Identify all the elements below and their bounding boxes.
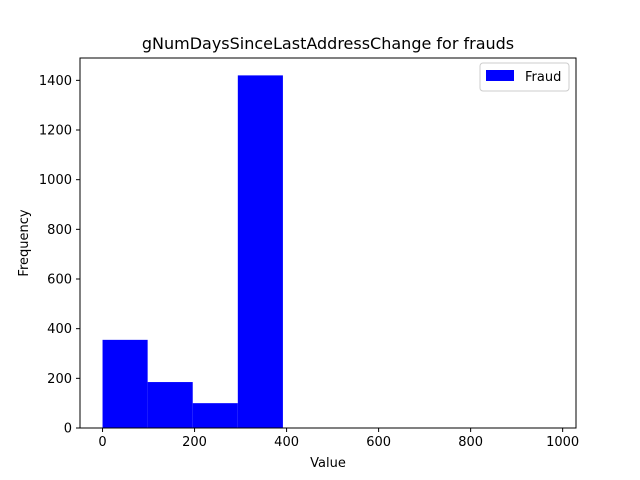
legend-swatch bbox=[486, 70, 514, 81]
legend-label: Fraud bbox=[525, 70, 561, 85]
y-tick-label: 1400 bbox=[39, 74, 72, 89]
y-tick-label: 200 bbox=[47, 372, 72, 387]
bar-4 bbox=[237, 75, 283, 428]
bars-group bbox=[102, 75, 283, 428]
x-axis: 0 200 400 600 800 1000 bbox=[98, 428, 579, 450]
bar-1 bbox=[102, 339, 148, 428]
x-tick-label: 0 bbox=[98, 435, 106, 450]
x-tick-label: 200 bbox=[182, 435, 207, 450]
x-tick-label: 800 bbox=[458, 435, 483, 450]
y-axis: 0 200 400 600 800 1000 1200 1400 bbox=[39, 74, 80, 437]
y-tick-label: 1000 bbox=[39, 173, 72, 188]
y-tick-label: 400 bbox=[47, 322, 72, 337]
plot-frame bbox=[79, 57, 577, 429]
y-tick-label: 0 bbox=[64, 422, 72, 437]
bar-2 bbox=[147, 382, 193, 428]
x-tick-label: 400 bbox=[274, 435, 299, 450]
x-tick-label: 600 bbox=[366, 435, 391, 450]
bar-3 bbox=[192, 403, 238, 428]
x-axis-label: Value bbox=[310, 456, 346, 471]
y-tick-label: 800 bbox=[47, 223, 72, 238]
legend: Fraud bbox=[479, 62, 570, 92]
y-tick-label: 600 bbox=[47, 273, 72, 288]
chart-title: gNumDaysSinceLastAddressChange for fraud… bbox=[142, 34, 514, 53]
y-axis-label: Frequency bbox=[17, 209, 32, 276]
x-tick-label: 1000 bbox=[546, 435, 579, 450]
y-tick-label: 1200 bbox=[39, 124, 72, 139]
